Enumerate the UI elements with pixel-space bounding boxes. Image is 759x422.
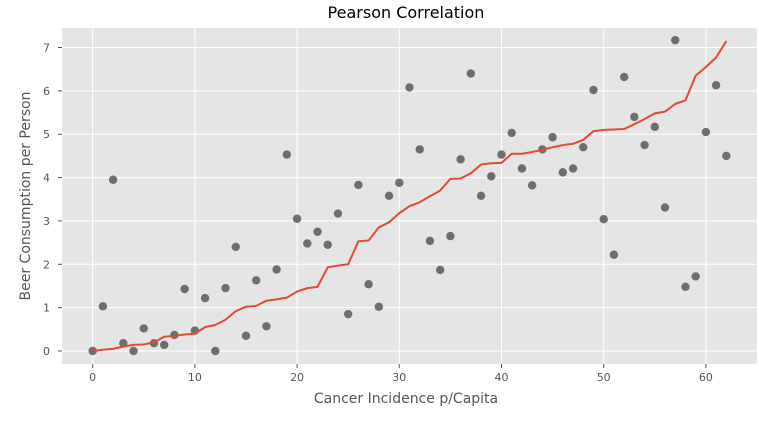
- x-tick-label: 60: [699, 371, 713, 384]
- scatter-point: [395, 178, 404, 187]
- plot-background: [62, 28, 757, 364]
- scatter-point: [251, 276, 261, 285]
- y-tick-label: 4: [43, 172, 50, 185]
- x-tick-label: 40: [494, 371, 508, 384]
- scatter-point: [701, 127, 711, 137]
- scatter-point: [609, 250, 619, 259]
- y-tick-label: 7: [43, 42, 50, 55]
- scatter-point: [425, 236, 435, 246]
- scatter-point: [180, 284, 189, 294]
- scatter-point: [241, 331, 251, 341]
- scatter-point: [558, 168, 568, 177]
- axis-ticks: 0 10 20 30 40 50 60 0 1 2 3 4 5 6 7: [43, 42, 713, 384]
- scatter-point: [282, 150, 292, 159]
- scatter-point: [211, 346, 220, 356]
- scatter-point: [292, 214, 302, 223]
- scatter-point: [527, 181, 537, 190]
- scatter-point: [160, 340, 169, 350]
- x-tick-label: 20: [290, 371, 304, 384]
- x-axis-label: Cancer Incidence p/Capita: [314, 391, 498, 407]
- scatter-point: [139, 324, 148, 333]
- scatter-point: [722, 151, 731, 161]
- y-tick-label: 3: [43, 215, 50, 228]
- scatter-point: [405, 83, 414, 92]
- scatter-point: [313, 227, 322, 236]
- scatter-point: [466, 69, 476, 78]
- scatter-point: [507, 128, 516, 138]
- scatter-point: [660, 203, 670, 212]
- scatter-point: [231, 242, 240, 252]
- y-tick-label: 1: [43, 302, 50, 315]
- y-axis-label: Beer Consumption per Person: [18, 92, 34, 301]
- y-tick-label: 0: [43, 345, 50, 358]
- trend-line-path: [92, 40, 728, 352]
- scatter-point: [343, 309, 353, 319]
- x-tick-label: 30: [392, 371, 406, 384]
- y-tick-label: 5: [43, 128, 50, 141]
- chart-title: Pearson Correlation: [328, 3, 485, 22]
- scatter-point: [303, 239, 312, 248]
- y-tick-label: 6: [43, 85, 50, 98]
- scatter-point: [333, 209, 343, 218]
- scatter-point: [497, 150, 506, 159]
- scatter-point: [640, 140, 649, 150]
- scatter-point: [384, 191, 394, 200]
- scatter-point: [548, 133, 557, 142]
- scatter-point: [579, 143, 588, 152]
- scatter-point: [272, 265, 281, 274]
- x-tick-label: 50: [597, 371, 611, 384]
- scatter-point: [323, 240, 332, 249]
- scatter-point: [129, 346, 138, 356]
- scatter-point: [589, 85, 598, 95]
- trend-line: [92, 40, 728, 352]
- scatter-point: [435, 265, 445, 275]
- scatter-point: [691, 272, 700, 281]
- scatter-point: [671, 35, 680, 45]
- scatter-point: [630, 112, 639, 122]
- scatter-point: [221, 283, 230, 293]
- scatter-point: [98, 302, 108, 311]
- scatter-point: [108, 175, 118, 184]
- scatter-point: [517, 164, 527, 173]
- scatter-point: [354, 180, 363, 190]
- scatter-point: [262, 322, 271, 331]
- scatter-point: [568, 164, 578, 173]
- scatter-points: [88, 35, 731, 356]
- scatter-point: [446, 231, 455, 241]
- scatter-point: [619, 72, 629, 82]
- scatter-point: [200, 293, 210, 303]
- y-tick-label: 2: [43, 258, 50, 271]
- x-tick-label: 0: [89, 371, 96, 384]
- scatter-point: [487, 172, 496, 181]
- scatter-point: [476, 191, 486, 200]
- scatter-point: [415, 145, 424, 154]
- scatter-point: [364, 280, 373, 289]
- scatter-point: [374, 302, 384, 311]
- scatter-point: [681, 282, 690, 292]
- scatter-point: [711, 81, 721, 90]
- x-tick-label: 10: [188, 371, 202, 384]
- scatter-point: [599, 214, 608, 224]
- scatter-point: [456, 155, 465, 164]
- scatter-point: [650, 122, 659, 132]
